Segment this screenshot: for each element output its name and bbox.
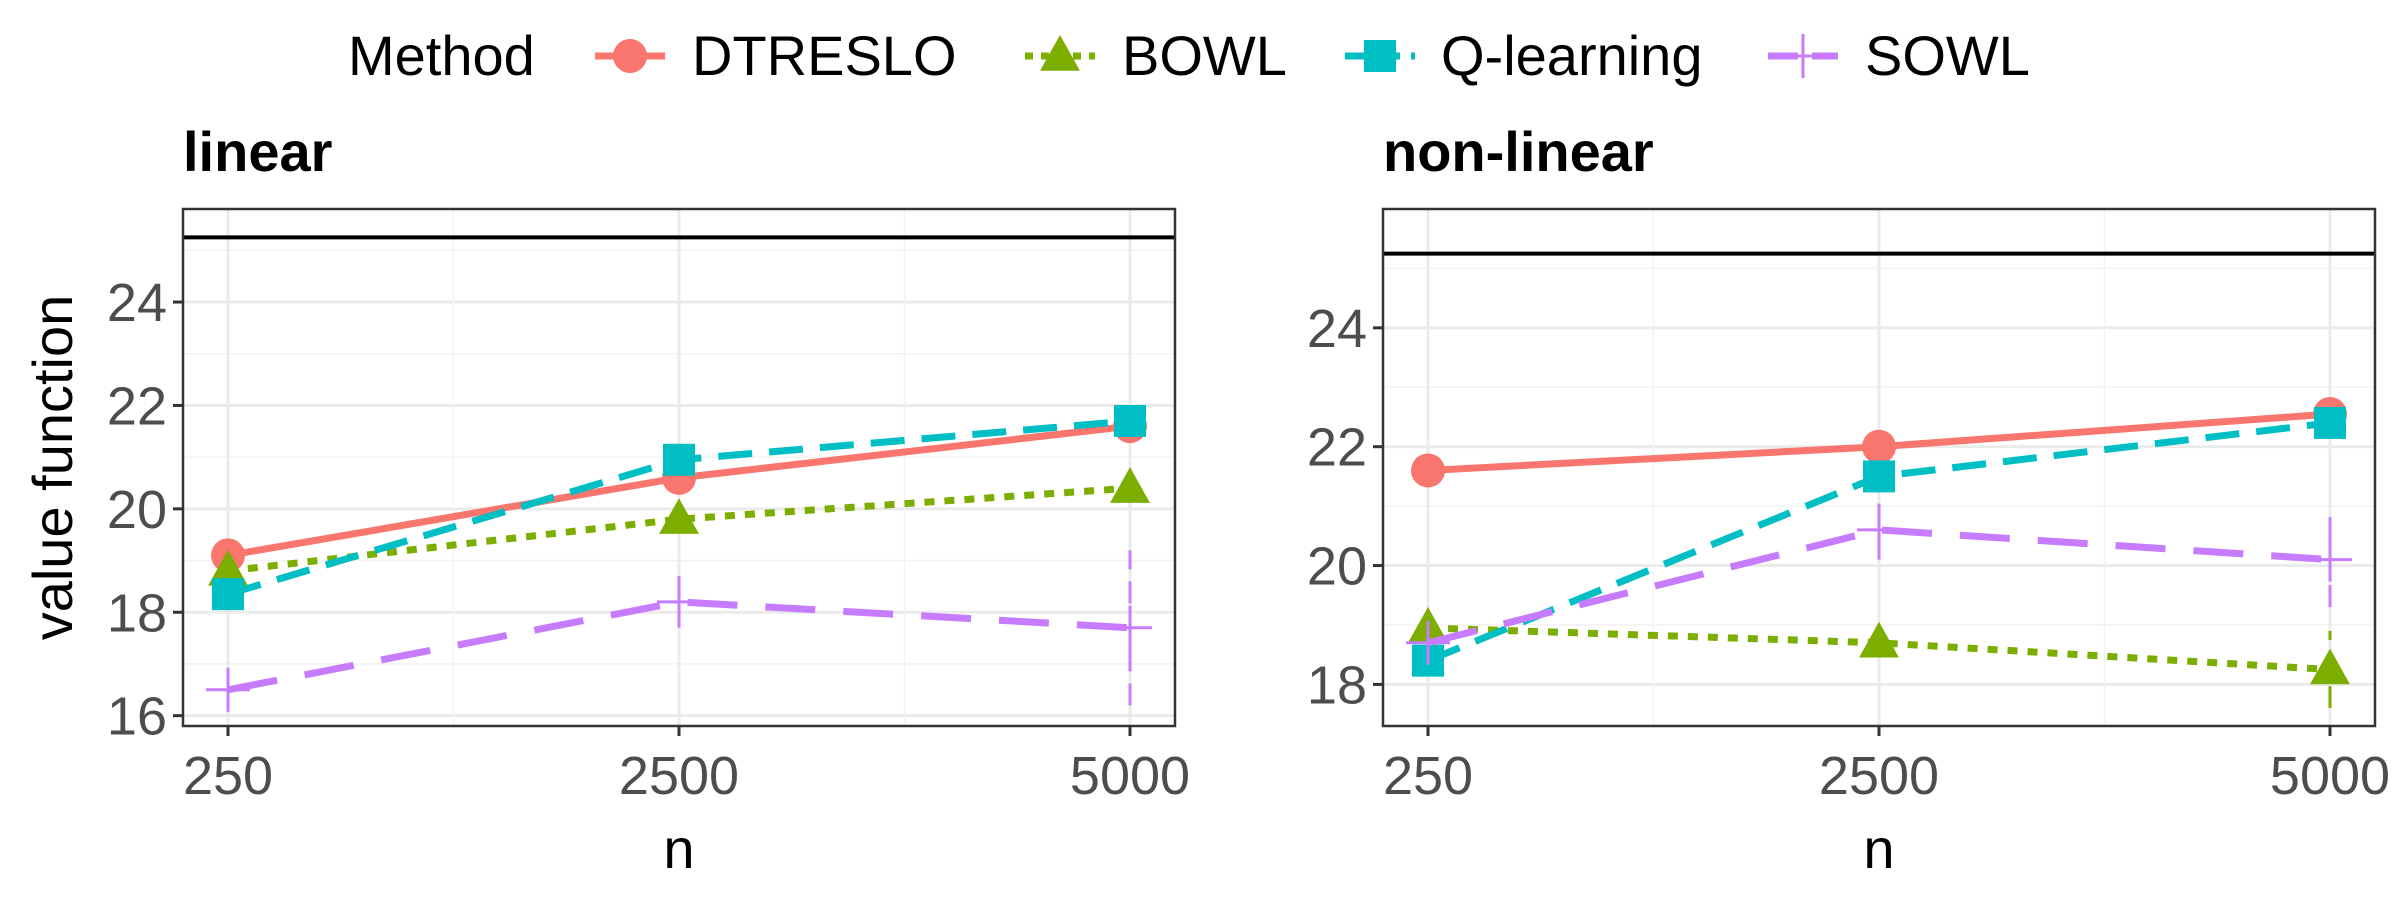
data-point xyxy=(657,579,701,624)
data-point xyxy=(663,443,695,476)
x-tick-label: 2500 xyxy=(619,746,739,806)
legend-entry-bowl: BOWL xyxy=(1025,24,1287,87)
panel-1: 16 18 20 22 24 250 2500 5000 linear n value functi… xyxy=(21,120,1190,880)
panel-title: non-linear xyxy=(1383,120,1654,183)
legend-label: DTRESLO xyxy=(692,24,957,87)
series-sowl xyxy=(206,550,1152,712)
legend-label: Q-learning xyxy=(1441,24,1702,87)
data-point xyxy=(1114,404,1146,437)
data-point xyxy=(212,578,244,611)
x-tick-label: 2500 xyxy=(1819,746,1939,806)
data-point xyxy=(659,498,699,534)
legend-entry-q-learning: Q-learning xyxy=(1345,24,1702,87)
data-point xyxy=(2308,537,2352,582)
legend-entry-dtreslo: DTRESLO xyxy=(595,24,957,87)
data-point xyxy=(1857,507,1901,552)
x-tick-label: 250 xyxy=(1383,746,1473,806)
data-point xyxy=(1108,605,1152,650)
y-tick-label: 20 xyxy=(107,480,167,540)
legend-key-marker xyxy=(1364,40,1396,72)
x-axis-title: n xyxy=(663,817,694,880)
data-point xyxy=(1406,620,1450,665)
y-tick-label: 22 xyxy=(107,376,167,436)
y-tick-label: 20 xyxy=(1307,537,1367,597)
y-tick-label: 24 xyxy=(1307,299,1367,359)
series-sowl xyxy=(1406,500,2352,665)
legend: Method DTRESLO BOWL Q-learning SOWL xyxy=(348,24,2030,87)
x-tick-label: 5000 xyxy=(2270,746,2390,806)
y-tick-label: 18 xyxy=(107,583,167,643)
data-point xyxy=(208,549,248,586)
y-axis-title: value function xyxy=(21,295,84,641)
data-point xyxy=(1863,460,1895,493)
series-bowl xyxy=(208,467,1150,586)
legend-label: SOWL xyxy=(1865,24,2030,87)
y-tick-label: 18 xyxy=(1307,655,1367,715)
x-tick-label: 250 xyxy=(183,746,273,806)
data-point xyxy=(1862,429,1896,464)
y-tick-label: 24 xyxy=(107,273,167,333)
y-tick-label: 16 xyxy=(107,687,167,747)
panel-title: linear xyxy=(183,120,332,183)
data-point xyxy=(2314,406,2346,439)
series-q-learning xyxy=(212,404,1146,611)
legend-key-marker xyxy=(1040,35,1080,71)
data-point xyxy=(206,667,250,712)
legend-entry-sowl: SOWL xyxy=(1768,24,2030,87)
legend-key-marker xyxy=(613,39,647,73)
data-point xyxy=(1411,453,1445,488)
panel-2: 18 20 22 24 250 2500 5000 non-linear n xyxy=(1307,120,2390,880)
legend-key-marker xyxy=(1781,34,1825,78)
legend-label: BOWL xyxy=(1122,24,1287,87)
y-tick-label: 22 xyxy=(1307,418,1367,478)
x-tick-label: 5000 xyxy=(1070,746,1190,806)
data-point xyxy=(1859,621,1899,658)
legend-title: Method xyxy=(348,24,535,87)
x-axis-title: n xyxy=(1863,817,1894,880)
data-point xyxy=(2310,648,2350,685)
data-point xyxy=(1110,467,1150,503)
